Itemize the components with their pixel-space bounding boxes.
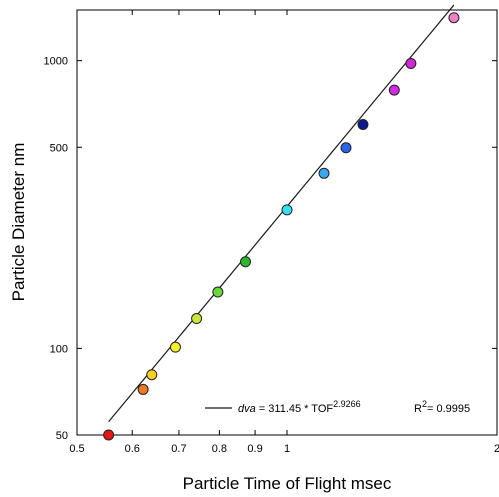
legend-equation: dva = 311.45 * TOF2.9266	[238, 399, 361, 415]
data-point-7	[281, 204, 293, 216]
data-point-11	[388, 84, 400, 96]
y-tick-label-2: 500	[50, 142, 68, 154]
data-point-2	[146, 369, 158, 381]
data-point-10	[357, 118, 369, 130]
legend: dva = 311.45 * TOF2.9266 R2= 0.9995	[205, 399, 470, 415]
data-point-0	[103, 429, 115, 441]
y-tick-label-0: 50	[56, 430, 68, 442]
x-tick-label-4: 0.9	[247, 443, 262, 455]
data-point-5	[212, 286, 224, 298]
data-point-6	[240, 256, 252, 268]
x-axis-title: Particle Time of Flight msec	[183, 474, 392, 493]
data-point-4	[191, 313, 203, 325]
y-tick-label-3: 1000	[44, 56, 68, 68]
x-tick-label-2: 0.7	[171, 443, 186, 455]
data-point-8	[318, 167, 330, 179]
x-axis-ticks: 0.5 0.6 0.7 0.8 0.9 1 2	[69, 10, 499, 455]
y-axis-title: Particle Diameter nm	[9, 143, 28, 302]
plot-frame	[76, 9, 498, 436]
x-tick-label-1: 0.6	[125, 443, 140, 455]
x-tick-label-6: 2	[494, 443, 499, 455]
data-point-13	[448, 12, 460, 24]
x-tick-label-5: 1	[284, 443, 290, 455]
legend-equation-var: dva	[238, 403, 256, 415]
legend-equation-exponent: 2.9266	[333, 399, 361, 409]
x-tick-label-0: 0.5	[69, 443, 84, 455]
data-point-12	[405, 57, 417, 69]
data-point-3	[169, 341, 181, 353]
legend-r-squared: R2= 0.9995	[414, 399, 470, 415]
x-tick-label-3: 0.8	[212, 443, 227, 455]
data-point-9	[340, 142, 352, 154]
y-tick-label-1: 100	[50, 343, 68, 355]
legend-r-exponent: 2	[422, 399, 427, 409]
y-axis-ticks: 50 100 500 1000	[44, 56, 497, 442]
data-point-1	[137, 383, 149, 395]
legend-r-label: R	[414, 403, 422, 415]
fit-line	[108, 4, 455, 423]
legend-equation-mid: = 311.45 * TOF	[256, 403, 334, 415]
data-points	[103, 12, 460, 441]
legend-r-value: = 0.9995	[427, 403, 470, 415]
